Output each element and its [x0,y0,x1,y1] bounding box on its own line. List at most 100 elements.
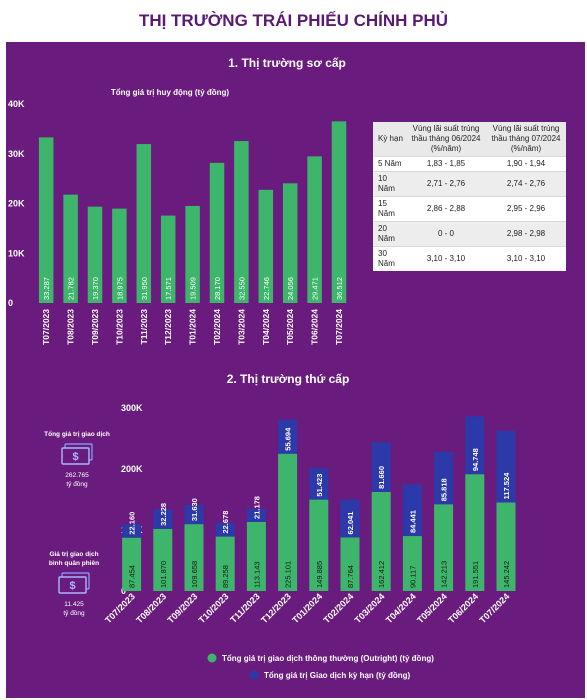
data-label-repo: 117.524 [502,472,511,500]
data-label-repo: 62.041 [346,512,355,535]
data-label-outright: 101.870 [159,561,168,588]
data-label-outright: 89.258 [221,565,230,588]
bar-outright [434,504,454,591]
data-label-outright: 225.101 [284,561,293,588]
cell-jun: 3,10 - 3,10 [406,246,486,271]
bar-outright [184,524,204,591]
cell-jul: 1,90 - 1,94 [486,156,566,172]
bar-repo [246,509,266,522]
data-label-outright: 87.454 [128,565,137,588]
y-tick-label: 300K [121,403,143,413]
data-label-outright: 142.213 [440,561,449,588]
data-label-repo: 22.678 [221,511,230,534]
x-tick-label: T11/2023 [139,309,149,345]
bar-repo [122,524,142,538]
cell-jul: 2,95 - 2,96 [486,196,566,222]
legend-label-repo: Tổng giá trị Giao dịch kỳ hạn (tỷ đồng) [264,671,411,680]
bar-repo [215,522,235,537]
data-label-repo: 81.660 [377,466,386,489]
bar [38,137,54,303]
bar-outright [215,536,235,591]
cell-term: 20 Năm [373,221,406,247]
total-trading-value: 262.765 [65,472,89,479]
interest-rate-table: Kỳ hạn Vùng lãi suất trúng thầu tháng 06… [373,122,566,271]
x-tick-label: T08/2023 [134,591,168,625]
svg-text:$: $ [72,451,78,463]
data-label-repo: 31.630 [190,498,199,521]
bar-repo [402,484,422,537]
x-tick-label: T01/2024 [290,591,324,625]
money-bills-icon: $ [61,443,93,465]
bar-outright [122,537,142,591]
x-tick-label: T09/2023 [165,591,199,625]
x-tick-label: T09/2023 [90,309,100,345]
bar-repo [309,468,329,500]
data-label: 36.512 [335,277,344,300]
data-label: 31.950 [140,277,149,300]
chart2-secondary-market: 0100K200K300K87.45422.160T07/2023101.870… [103,403,516,625]
x-tick-label: T12/2023 [163,309,173,345]
y-tick-label: 0 [8,298,13,308]
x-tick-label: T07/2023 [103,591,137,625]
bar [307,156,322,303]
bar-outright [465,474,485,591]
avg-trading-unit: tỷ đồng [63,610,85,617]
header: THỊ TRƯỜNG TRÁI PHIẾU CHÍNH PHỦ [0,0,587,42]
x-tick-label: T03/2024 [236,309,246,345]
cell-jul: 3,10 - 3,10 [486,246,566,271]
x-tick-label: T08/2023 [66,309,76,345]
x-tick-label: T07/2024 [334,309,344,345]
cell-jul: 2,98 - 2,98 [486,221,566,247]
cell-jul: 2,74 - 2,76 [486,171,566,197]
bar-outright [309,499,329,591]
data-label-outright: 162.412 [377,561,386,588]
bar [209,162,225,303]
legend-label-outright: Tổng giá trị giao dịch thông thường (Out… [222,654,434,663]
bar-repo [371,442,391,492]
x-tick-label: T02/2024 [321,591,355,625]
data-label-outright: 149.885 [315,561,324,588]
x-tick-label: T12/2023 [259,591,293,625]
avg-trading-stat: Giá trị giao dịch bình quân phiên $ 11.4… [44,550,104,618]
y-tick-label: 20K [8,199,25,209]
data-label: 33.287 [42,277,51,300]
cell-jun: 2,86 - 2,88 [406,196,486,222]
data-label: 32.550 [237,277,246,300]
chart2-legend: Tổng giá trị giao dịch thông thường (Out… [207,653,434,680]
data-label-repo: 22.160 [128,512,137,535]
x-tick-label: T07/2024 [477,591,511,625]
bar [282,183,298,303]
cell-jun: 2,71 - 2,76 [406,171,486,197]
x-tick-label: T01/2024 [188,309,198,345]
x-tick-label: T06/2024 [446,591,480,625]
y-tick-label: 200K [121,464,143,474]
cell-jun: 0 - 0 [406,221,486,247]
data-label-outright: 191.551 [471,561,480,588]
data-label-repo: 84.441 [408,510,417,533]
money-bills-icon: $ [58,572,90,594]
x-tick-label: T04/2024 [261,309,271,345]
section2-heading: 2. Thị trường thứ cấp [227,372,350,386]
avg-trading-label: Giá trị giao dịch bình quân phiên [48,551,100,567]
bar [160,215,176,303]
chart1-subtitle: Tổng giá trị huy động (tỷ đồng) [111,88,230,97]
table-row: 5 Năm 1,83 - 1,85 1,90 - 1,94 [373,156,566,172]
cell-jun: 1,83 - 1,85 [406,156,486,172]
legend-marker-repo [249,670,259,680]
header-jun: Vùng lãi suất trúng thầu tháng 06/2024 (… [406,122,486,157]
total-trading-label: Tổng giá trị giao dịch [44,431,110,438]
bar-outright [153,528,173,591]
bar [136,144,152,303]
table-row: 15 Năm 2,86 - 2,88 2,95 - 2,96 [373,196,566,222]
table-row: 10 Năm 2,71 - 2,76 2,74 - 2,76 [373,171,566,197]
table-row: 30 Năm 3,10 - 3,10 3,10 - 3,10 [373,246,566,271]
data-label-outright: 87.764 [346,565,355,588]
header-term: Kỳ hạn [373,122,406,157]
data-label-repo: 94.748 [471,448,480,471]
x-tick-label: T02/2024 [212,309,222,345]
y-tick-label: 30K [8,149,25,159]
cell-term: 30 Năm [373,246,406,271]
data-label-repo: 51.423 [315,474,324,497]
bar-outright [278,453,298,591]
